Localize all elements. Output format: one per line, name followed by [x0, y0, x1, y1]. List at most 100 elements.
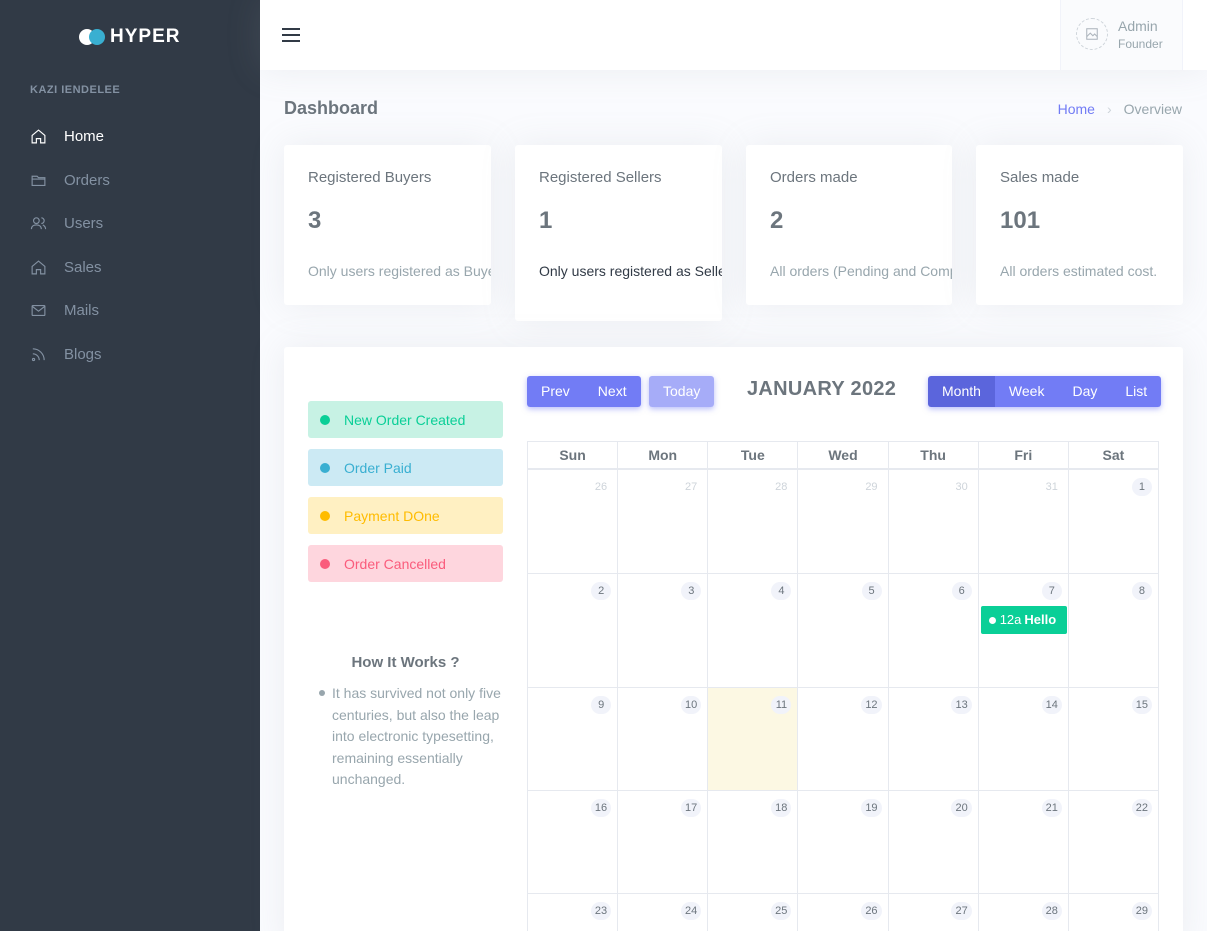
- day-number[interactable]: 19: [861, 799, 882, 817]
- home-icon: [31, 129, 46, 144]
- day-number[interactable]: 10: [681, 696, 702, 714]
- brand-logo[interactable]: HYPER: [79, 25, 180, 49]
- calendar-day-cell[interactable]: 18: [708, 791, 799, 893]
- calendar-day-cell[interactable]: 26: [528, 470, 619, 573]
- sidebar-item-label: Blogs: [64, 345, 102, 363]
- sidebar-item-users[interactable]: Users: [0, 202, 260, 246]
- calendar-event[interactable]: 12a Hello: [980, 606, 1067, 634]
- day-number[interactable]: 5: [861, 582, 882, 600]
- legend-new-order[interactable]: New Order Created: [308, 401, 503, 438]
- day-number[interactable]: 31: [1045, 481, 1058, 493]
- view-week-button[interactable]: Week: [994, 376, 1059, 407]
- day-number[interactable]: 2: [591, 582, 612, 600]
- breadcrumb-home-link[interactable]: Home: [1057, 101, 1095, 117]
- day-number[interactable]: 21: [1041, 799, 1062, 817]
- calendar-day-cell[interactable]: 12: [798, 688, 889, 790]
- calendar-day-cell[interactable]: 27: [618, 470, 709, 573]
- sidebar-item-mails[interactable]: Mails: [0, 289, 260, 333]
- calendar-weeks: 26 27 28 29 30 31 1 2 3 4 5 6 7 12a Hello 8 9 10 11 12 13 14 1…: [527, 470, 1159, 931]
- calendar-day-cell[interactable]: 3: [618, 574, 709, 687]
- day-number[interactable]: 29: [1131, 902, 1152, 920]
- day-number[interactable]: 12: [861, 696, 882, 714]
- day-number[interactable]: 8: [1131, 582, 1152, 600]
- day-number[interactable]: 3: [681, 582, 702, 600]
- day-number[interactable]: 22: [1131, 799, 1152, 817]
- calendar-day-cell[interactable]: 21: [979, 791, 1069, 893]
- day-number[interactable]: 7: [1041, 582, 1062, 600]
- calendar-day-cell[interactable]: 29: [1069, 894, 1159, 931]
- calendar-day-cell[interactable]: 1: [1069, 470, 1159, 573]
- day-number[interactable]: 30: [955, 481, 968, 493]
- day-number[interactable]: 28: [775, 481, 788, 493]
- day-number[interactable]: 25: [771, 902, 792, 920]
- legend-payment-done[interactable]: Payment DOne: [308, 497, 503, 534]
- legend-order-paid[interactable]: Order Paid: [308, 449, 503, 486]
- day-number[interactable]: 1: [1131, 478, 1152, 496]
- day-number[interactable]: 23: [590, 902, 612, 920]
- calendar-day-cell[interactable]: 28: [708, 470, 799, 573]
- calendar-day-cell[interactable]: 24: [618, 894, 709, 931]
- day-number[interactable]: 6: [951, 582, 972, 600]
- calendar-day-cell[interactable]: 14: [979, 688, 1069, 790]
- day-number[interactable]: 9: [591, 696, 612, 714]
- day-number[interactable]: 15: [1131, 696, 1152, 714]
- day-number[interactable]: 27: [951, 902, 972, 920]
- calendar-day-cell[interactable]: 4: [708, 574, 799, 687]
- calendar-day-cell[interactable]: 25: [708, 894, 799, 931]
- calendar-day-cell[interactable]: 30: [889, 470, 979, 573]
- user-name: Admin: [1118, 18, 1158, 34]
- calendar-day-cell[interactable]: 6: [889, 574, 979, 687]
- view-day-button[interactable]: Day: [1058, 376, 1112, 407]
- sidebar-item-blogs[interactable]: Blogs: [0, 333, 260, 377]
- sidebar-item-sales[interactable]: Sales: [0, 246, 260, 290]
- calendar-day-cell[interactable]: 17: [618, 791, 709, 893]
- calendar-day-cell[interactable]: 27: [889, 894, 979, 931]
- next-button[interactable]: Next: [583, 376, 641, 407]
- day-number[interactable]: 17: [681, 799, 702, 817]
- calendar-day-cell[interactable]: 20: [889, 791, 979, 893]
- calendar-day-cell[interactable]: 23: [528, 894, 619, 931]
- calendar-day-cell[interactable]: 15: [1069, 688, 1159, 790]
- day-number[interactable]: 18: [771, 799, 792, 817]
- today-group: Today: [649, 376, 715, 407]
- calendar-day-cell[interactable]: 5: [798, 574, 889, 687]
- calendar-day-cell[interactable]: 2: [528, 574, 619, 687]
- calendar-day-cell[interactable]: 31: [979, 470, 1069, 573]
- day-number[interactable]: 13: [951, 696, 972, 714]
- calendar-day-cell[interactable]: 26: [798, 894, 889, 931]
- view-month-button[interactable]: Month: [928, 376, 995, 407]
- user-menu[interactable]: Admin Founder: [1060, 0, 1183, 70]
- day-number[interactable]: 16: [590, 799, 612, 817]
- calendar-day-cell[interactable]: 11: [708, 688, 799, 790]
- day-number[interactable]: 14: [1041, 696, 1062, 714]
- today-button[interactable]: Today: [649, 376, 715, 407]
- day-number[interactable]: 28: [1041, 902, 1062, 920]
- calendar-day-cell[interactable]: 22: [1069, 791, 1159, 893]
- sidebar-item-home[interactable]: Home: [0, 115, 260, 159]
- day-number[interactable]: 4: [771, 582, 792, 600]
- day-number[interactable]: 26: [594, 481, 608, 493]
- event-dot-icon: [988, 616, 996, 624]
- day-number[interactable]: 29: [865, 481, 878, 493]
- day-number[interactable]: 27: [685, 481, 698, 493]
- calendar-day-cell[interactable]: 7 12a Hello: [979, 574, 1069, 687]
- calendar-day-cell[interactable]: 10: [618, 688, 709, 790]
- prev-button[interactable]: Prev: [527, 376, 584, 407]
- calendar-day-cell[interactable]: 8: [1069, 574, 1159, 687]
- users-icon: [30, 217, 47, 230]
- calendar-day-cell[interactable]: 9: [528, 688, 619, 790]
- day-number[interactable]: 26: [861, 902, 882, 920]
- calendar-day-cell[interactable]: 29: [798, 470, 889, 573]
- stat-card-sellers: Registered Sellers 1 Only users register…: [515, 145, 722, 321]
- calendar-day-cell[interactable]: 13: [889, 688, 979, 790]
- day-number[interactable]: 24: [681, 902, 702, 920]
- calendar-day-cell[interactable]: 19: [798, 791, 889, 893]
- sidebar-item-orders[interactable]: Orders: [0, 159, 260, 203]
- legend-order-cancelled[interactable]: Order Cancelled: [308, 545, 503, 582]
- day-number[interactable]: 11: [771, 696, 792, 714]
- view-list-button[interactable]: List: [1111, 376, 1162, 407]
- calendar-day-cell[interactable]: 28: [979, 894, 1069, 931]
- menu-toggle-icon[interactable]: [282, 28, 300, 42]
- day-number[interactable]: 20: [951, 799, 972, 817]
- calendar-day-cell[interactable]: 16: [528, 791, 619, 893]
